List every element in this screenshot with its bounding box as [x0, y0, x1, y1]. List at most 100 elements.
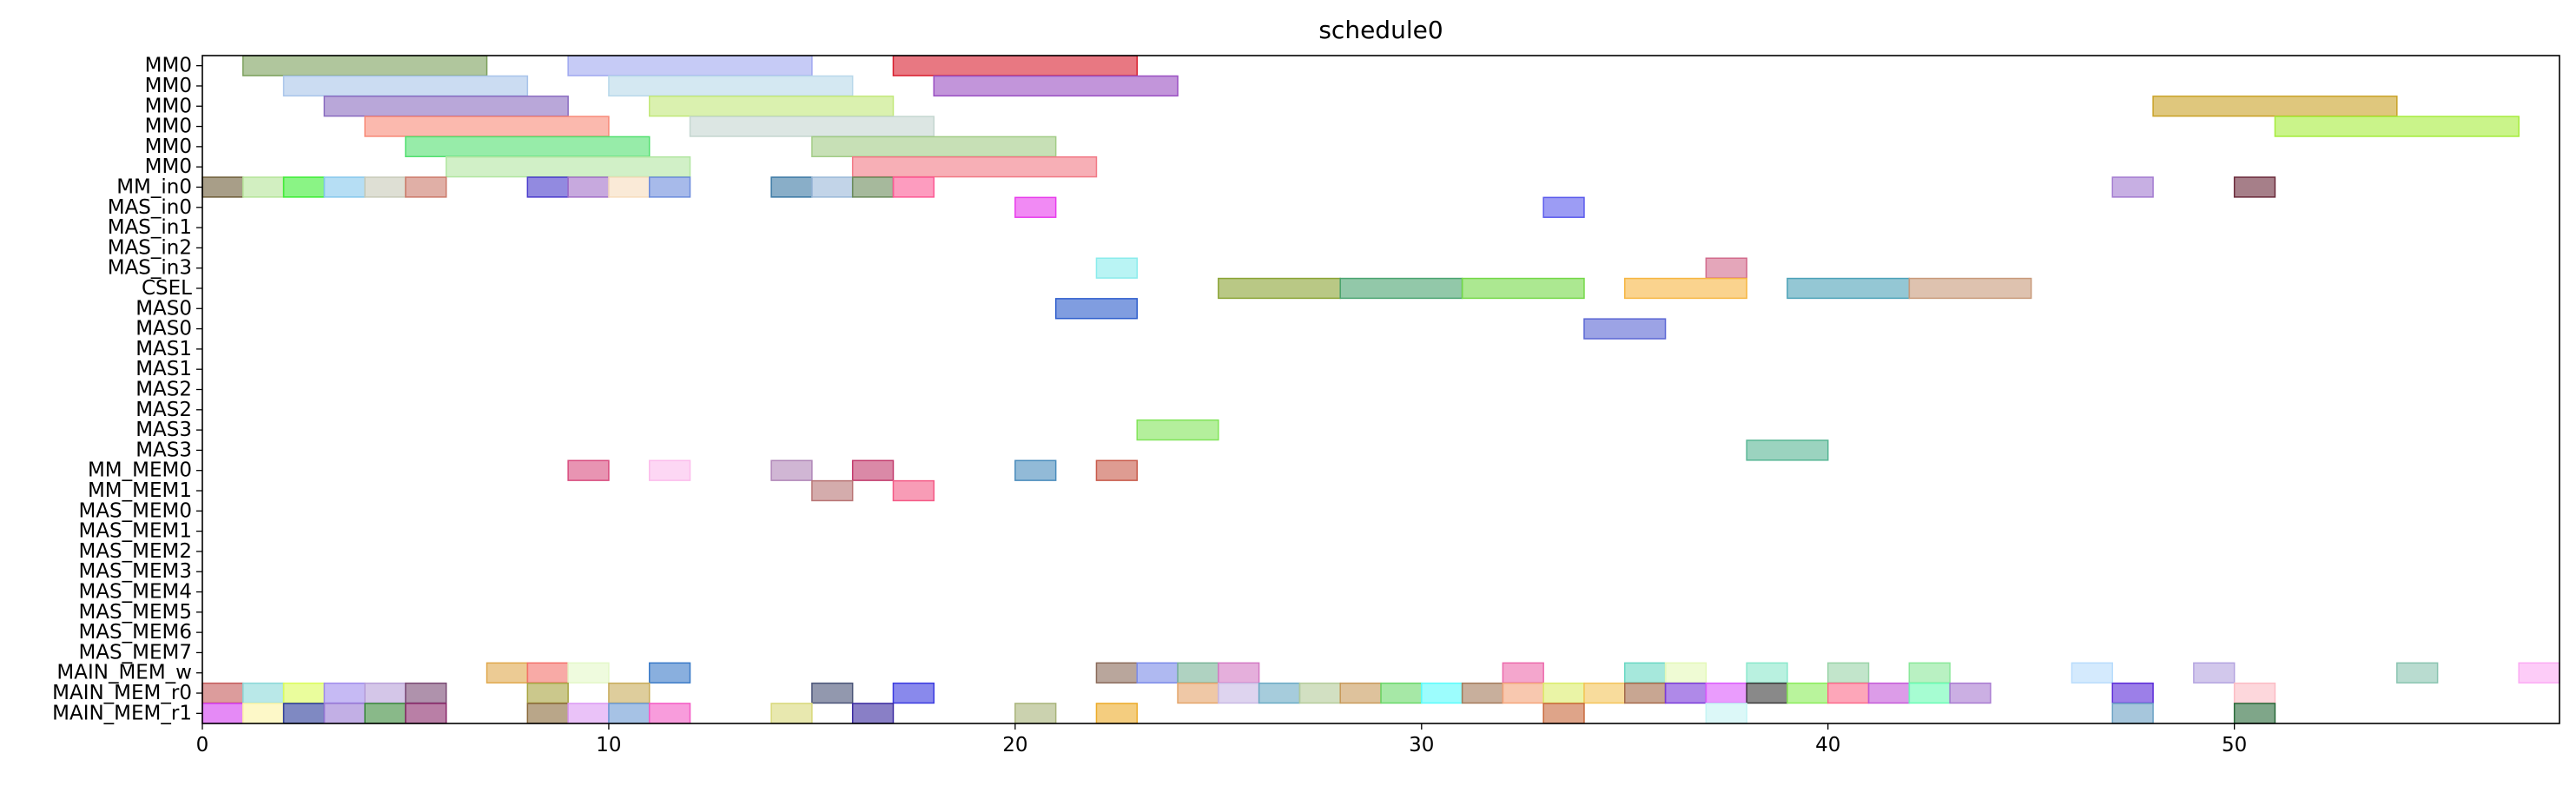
gantt-bar — [1787, 277, 1911, 300]
gantt-bar — [648, 662, 691, 684]
gantt-bar — [364, 682, 406, 704]
gantt-bar — [282, 682, 326, 704]
gantt-bar — [1014, 703, 1057, 724]
y-tick-label: MAS_in3 — [108, 257, 192, 280]
chart-title: schedule0 — [1318, 16, 1443, 44]
gantt-bar — [1826, 682, 1870, 704]
gantt-bar — [1867, 682, 1911, 704]
gantt-bar — [1583, 318, 1667, 340]
gantt-bar — [1136, 419, 1219, 441]
gantt-bar — [282, 75, 529, 97]
gantt-bar — [405, 176, 447, 198]
y-tick-label: MAS2 — [135, 399, 192, 421]
gantt-bar — [1298, 682, 1341, 704]
gantt-bar — [1583, 682, 1626, 704]
gantt-bar — [1624, 277, 1747, 300]
y-tick-label: MAS_MEM5 — [78, 601, 192, 624]
gantt-bar — [201, 703, 244, 724]
gantt-bar — [2233, 176, 2276, 198]
gantt-bar — [485, 662, 529, 684]
y-axis: MM0MM0MM0MM0MM0MM0MM_in0MAS_in0MAS_in1MA… — [52, 55, 202, 724]
gantt-bar — [1502, 682, 1544, 704]
gantt-bar — [1664, 682, 1707, 704]
gantt-bar — [892, 682, 935, 704]
gantt-bar — [1054, 298, 1138, 320]
gantt-bar — [446, 155, 691, 178]
gantt-bar — [811, 176, 854, 198]
x-tick-label: 40 — [1815, 734, 1840, 756]
y-tick-label: CSEL — [142, 277, 192, 300]
y-tick-label: MAS0 — [135, 297, 192, 320]
gantt-bar — [1461, 682, 1504, 704]
gantt-bar — [526, 682, 569, 704]
y-tick-label: MAIN_MEM_w — [56, 662, 192, 684]
gantt-bar — [1136, 662, 1179, 684]
gantt-bar — [608, 703, 651, 724]
y-tick-label: MAS_MEM4 — [78, 581, 192, 604]
y-tick-label: MAS3 — [135, 419, 192, 441]
gantt-bar — [567, 459, 610, 481]
gantt-bar — [1542, 703, 1585, 724]
gantt-bar — [1339, 277, 1463, 300]
gantt-bar — [242, 176, 285, 198]
gantt-bar — [405, 135, 651, 158]
gantt-bar — [567, 703, 610, 724]
gantt-bar — [770, 703, 813, 724]
y-tick-label: MAS_MEM6 — [78, 621, 192, 644]
gantt-bar — [811, 682, 854, 704]
y-tick-label: MM0 — [145, 75, 192, 97]
plot-area-frame — [201, 55, 2560, 724]
gantt-bar — [1095, 459, 1138, 481]
gantt-bar — [1908, 662, 1951, 684]
gantt-bar — [2518, 662, 2560, 684]
gantt-bar — [1218, 662, 1260, 684]
gantt-bar — [567, 176, 610, 198]
gantt-bar — [648, 459, 691, 481]
gantt-bar — [770, 459, 813, 481]
y-tick-label: MAS_MEM7 — [78, 641, 192, 664]
y-tick-label: MAS_in2 — [108, 236, 192, 259]
y-tick-label: MAS_in0 — [108, 196, 192, 219]
x-tick-label: 20 — [1002, 734, 1027, 756]
gantt-bar — [811, 135, 1057, 158]
gantt-bar — [323, 682, 366, 704]
y-tick-label: MAS_MEM3 — [78, 560, 192, 583]
gantt-bar — [851, 155, 1098, 178]
gantt-bar — [851, 703, 895, 724]
y-tick-label: MM0 — [145, 155, 192, 178]
gantt-bar — [811, 479, 854, 502]
gantt-bar — [201, 176, 244, 198]
gantt-bar — [567, 55, 813, 76]
gantt-bar — [323, 96, 569, 117]
gantt-bar — [1705, 703, 1747, 724]
gantt-bar — [1218, 682, 1260, 704]
gantt-bar — [2233, 682, 2276, 704]
gantt-bar — [364, 176, 406, 198]
y-tick-label: MM0 — [145, 95, 192, 117]
y-tick-label: MM0 — [145, 116, 192, 138]
gantt-bar — [2111, 703, 2154, 724]
gantt-bar — [1339, 682, 1382, 704]
y-tick-label: MAS0 — [135, 318, 192, 340]
gantt-bar — [648, 176, 691, 198]
gantt-bar — [1502, 662, 1544, 684]
gantt-bar — [851, 176, 895, 198]
y-tick-label: MAS3 — [135, 439, 192, 461]
gantt-bar — [567, 662, 610, 684]
gantt-bar — [1258, 682, 1301, 704]
gantt-bar — [1746, 439, 1829, 461]
x-axis: 0 10 20 30 40 50 — [196, 723, 2247, 756]
gantt-bar — [1949, 682, 1991, 704]
gantt-bar — [1014, 196, 1057, 218]
y-tick-label: MAS_MEM2 — [78, 540, 192, 563]
y-tick-label: MM_MEM0 — [88, 459, 192, 482]
gantt-bar — [1095, 703, 1138, 724]
gantt-bar — [608, 75, 854, 97]
gantt-bar — [323, 703, 366, 724]
gantt-bar — [2396, 662, 2439, 684]
gantt-bar — [1542, 682, 1585, 704]
gantt-bar — [201, 682, 244, 704]
gantt-bar — [242, 682, 285, 704]
gantt-bar — [648, 703, 691, 724]
